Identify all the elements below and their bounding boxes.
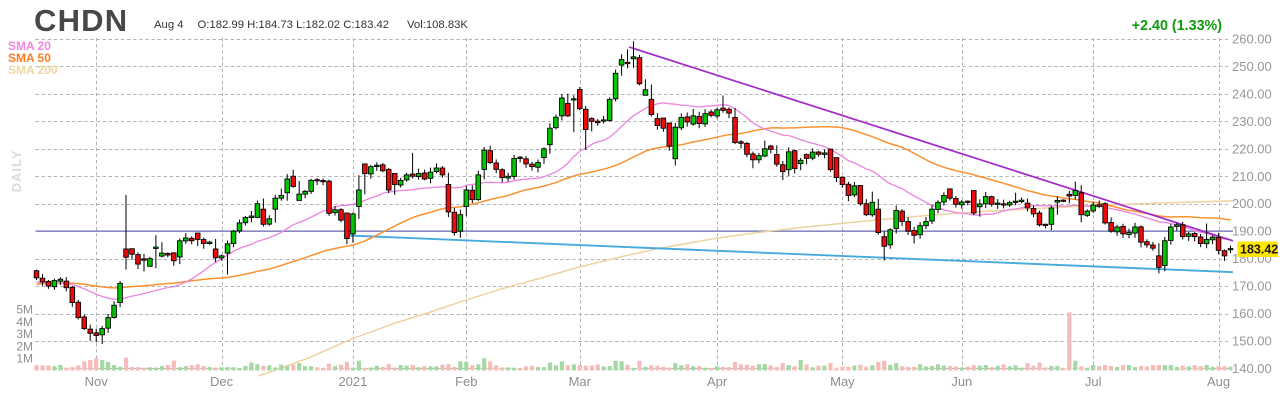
- svg-text:150.00: 150.00: [1232, 333, 1272, 348]
- svg-text:2M: 2M: [16, 339, 33, 353]
- svg-text:SMA 20: SMA 20: [8, 39, 51, 53]
- svg-text:230.00: 230.00: [1232, 114, 1272, 129]
- svg-text:1M: 1M: [16, 352, 33, 366]
- svg-text:5M: 5M: [16, 303, 33, 317]
- svg-text:Nov: Nov: [85, 374, 109, 389]
- svg-text:3M: 3M: [16, 327, 33, 341]
- svg-text:Jul: Jul: [1085, 374, 1102, 389]
- svg-text:200.00: 200.00: [1232, 196, 1272, 211]
- svg-text:140.00: 140.00: [1232, 361, 1272, 376]
- svg-text:Jun: Jun: [951, 374, 972, 389]
- svg-text:2021: 2021: [338, 374, 367, 389]
- svg-text:170.00: 170.00: [1232, 279, 1272, 294]
- svg-text:O:182.99 H:184.73 L:182.02 C:1: O:182.99 H:184.73 L:182.02 C:183.42: [198, 19, 390, 31]
- svg-text:160.00: 160.00: [1232, 306, 1272, 321]
- svg-text:Apr: Apr: [707, 374, 728, 389]
- svg-text:Mar: Mar: [569, 374, 592, 389]
- svg-text:Vol:108.83K: Vol:108.83K: [407, 19, 468, 31]
- svg-text:CHDN: CHDN: [34, 3, 128, 38]
- svg-text:Aug 4: Aug 4: [154, 19, 184, 31]
- svg-text:190.00: 190.00: [1232, 224, 1272, 239]
- svg-text:SMA 50: SMA 50: [8, 51, 51, 65]
- svg-text:Dec: Dec: [210, 374, 234, 389]
- svg-text:250.00: 250.00: [1232, 59, 1272, 74]
- svg-text:260.00: 260.00: [1232, 32, 1272, 47]
- svg-text:183.42: 183.42: [1240, 243, 1278, 257]
- svg-text:Aug: Aug: [1207, 374, 1230, 389]
- svg-text:May: May: [830, 374, 855, 389]
- svg-text:210.00: 210.00: [1232, 169, 1272, 184]
- svg-text:DAILY: DAILY: [9, 150, 24, 193]
- svg-text:Feb: Feb: [455, 374, 477, 389]
- svg-text:4M: 4M: [16, 315, 33, 329]
- svg-text:220.00: 220.00: [1232, 141, 1272, 156]
- svg-text:+2.40 (1.33%): +2.40 (1.33%): [1132, 18, 1222, 34]
- svg-text:240.00: 240.00: [1232, 86, 1272, 101]
- svg-text:SMA 200: SMA 200: [8, 63, 58, 77]
